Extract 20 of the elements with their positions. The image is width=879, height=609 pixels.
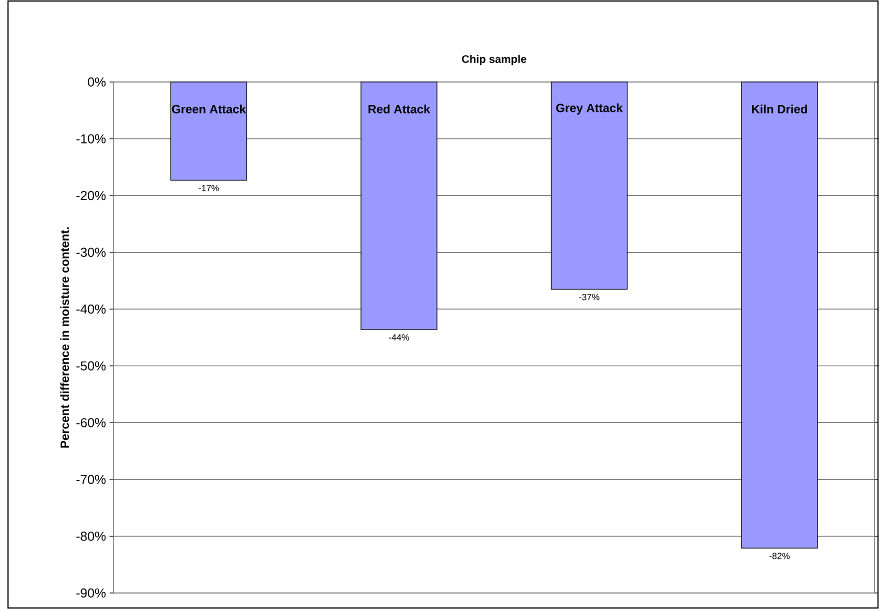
y-tick-label: -10% <box>76 134 106 144</box>
y-tick-label: -50% <box>76 361 106 370</box>
data-label: -17% <box>198 184 219 192</box>
x-tick-label: Red Attack <box>368 104 430 114</box>
y-axis-title: Percent difference in moisture content. <box>60 227 69 448</box>
data-label: -44% <box>388 334 410 340</box>
y-tick-label: -90% <box>76 588 106 598</box>
y-tick-label: -80% <box>76 532 106 541</box>
x-tick-label: Kiln Dried <box>752 104 807 114</box>
y-tick-label: -60% <box>76 418 106 428</box>
y-tick-label: -70% <box>76 474 106 484</box>
data-label: -37% <box>579 294 600 300</box>
x-tick-label: Green Attack <box>172 104 246 114</box>
x-tick-label: Grey Attack <box>556 103 623 115</box>
y-tick-label: -20% <box>76 190 106 200</box>
y-tick-label: 0% <box>88 77 106 87</box>
y-tick-label: -40% <box>76 304 106 314</box>
y-tick-label: -30% <box>76 248 106 257</box>
data-label: -82% <box>769 552 790 560</box>
x-axis-title: Chip sample <box>462 54 526 66</box>
